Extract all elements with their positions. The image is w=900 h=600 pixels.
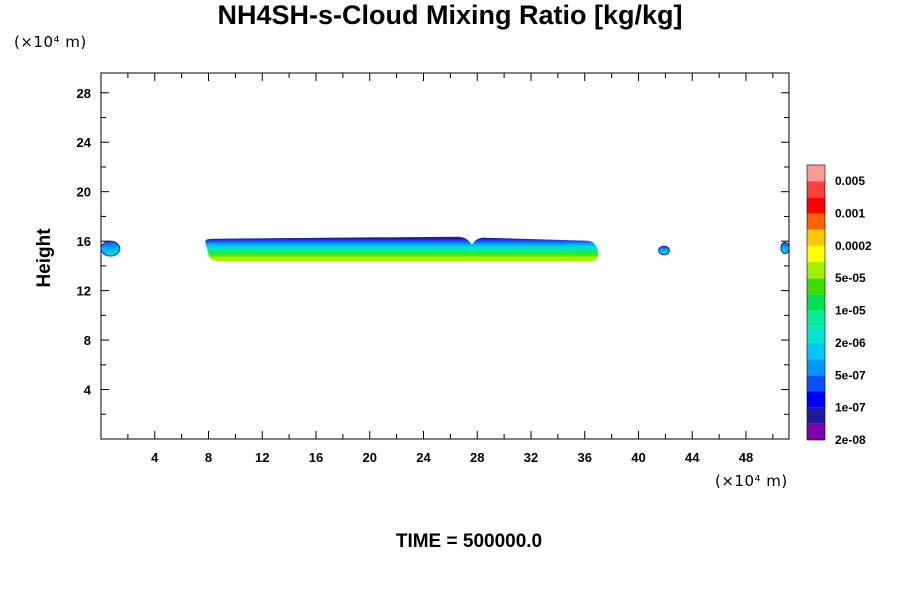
colorbar-swatch: [807, 245, 825, 263]
colorbar-label: 5e-07: [835, 368, 866, 382]
chart-title: NH4SH-s-Cloud Mixing Ratio [kg/kg]: [217, 0, 683, 30]
colorbar-label: 0.005: [835, 174, 865, 188]
colorbar-swatch: [807, 407, 825, 424]
x-tick-label: 40: [631, 450, 645, 465]
cloud-region-3: [780, 241, 790, 255]
x-tick-label: 48: [739, 450, 753, 465]
y-axis-unit: (×10⁴ m): [14, 33, 87, 51]
y-tick-label: 28: [77, 86, 91, 101]
y-axis-label: Height: [34, 228, 55, 288]
colorbar-label: 1e-05: [835, 304, 866, 318]
x-tick-label: 36: [578, 450, 592, 465]
x-tick-label: 12: [255, 450, 269, 465]
x-axis-unit: (×10⁴ m): [715, 472, 788, 490]
colorbar-swatch: [807, 181, 825, 198]
y-tick-label: 20: [77, 185, 91, 200]
colorbar-swatch: [807, 375, 825, 392]
y-tick-label: 8: [84, 333, 91, 348]
y-tick-label: 4: [84, 383, 92, 398]
colorbar-swatch: [807, 391, 825, 408]
colorbar-label: 0.001: [835, 207, 865, 221]
colorbar-swatch: [807, 310, 825, 327]
x-tick-label: 4: [151, 450, 159, 465]
colorbar: 0.005 0.001 0.0002 5e-05 1e-05 2e-06 5e-07 1e-0…: [806, 164, 872, 447]
colorbar-swatch: [807, 229, 825, 246]
colorbar-swatch: [807, 165, 825, 182]
colorbar-swatch: [807, 326, 825, 343]
colorbar-swatch: [807, 278, 825, 295]
colorbar-swatch: [807, 342, 825, 360]
x-tick-label: 8: [205, 450, 212, 465]
colorbar-swatch: [807, 294, 825, 311]
cloud-region-0: [205, 236, 599, 261]
x-axis: 4 8 12 16 20 24 28 32 36 40 44 48: [127, 73, 774, 465]
colorbar-label: 0.0002: [835, 239, 872, 253]
y-axis: 4 8 12 16 20 24 28: [77, 86, 789, 415]
colorbar-label: 1e-07: [835, 401, 866, 415]
x-tick-label: 24: [416, 450, 431, 465]
cloud-layer: [100, 236, 790, 261]
x-tick-label: 16: [309, 450, 323, 465]
colorbar-swatch: [807, 197, 825, 214]
time-annotation: TIME = 500000.0: [395, 531, 543, 552]
colorbar-swatch: [807, 262, 825, 279]
y-tick-label: 16: [77, 234, 91, 249]
colorbar-label: 2e-06: [835, 336, 866, 350]
cloud-region-2: [100, 240, 121, 257]
y-tick-label: 24: [77, 135, 92, 150]
colorbar-swatch: [807, 359, 825, 376]
cloud-region-1: [658, 245, 670, 256]
colorbar-swatch: [807, 423, 825, 440]
y-tick-label: 12: [77, 284, 91, 299]
colorbar-label: 2e-08: [835, 433, 866, 447]
x-tick-label: 20: [363, 450, 377, 465]
colorbar-frame: [806, 164, 826, 441]
x-tick-label: 28: [470, 450, 484, 465]
x-tick-label: 32: [524, 450, 538, 465]
colorbar-swatch: [807, 213, 825, 230]
colorbar-label: 5e-05: [835, 271, 866, 285]
x-tick-label: 44: [685, 450, 700, 465]
